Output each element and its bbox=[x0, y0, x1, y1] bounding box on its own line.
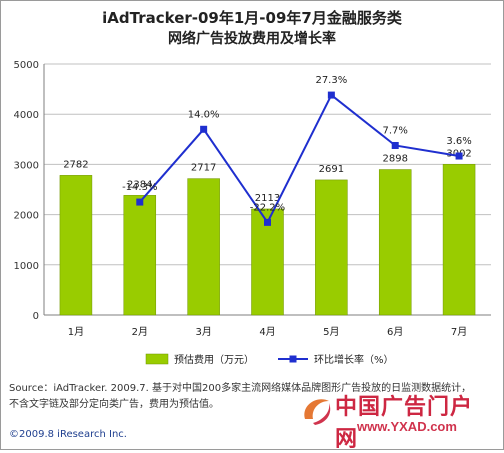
x-tick-label: 2月 bbox=[132, 326, 148, 338]
bar bbox=[315, 179, 348, 316]
legend-marker-line bbox=[289, 355, 297, 363]
bar-value-label: 2898 bbox=[382, 154, 407, 165]
line-value-label: 14.0% bbox=[188, 109, 220, 120]
y-tick-label: 2000 bbox=[14, 211, 39, 222]
bar-value-label: 2691 bbox=[319, 164, 344, 175]
y-tick-label: 0 bbox=[33, 311, 39, 322]
watermark-url: www.YXAD.com bbox=[357, 419, 457, 434]
y-tick-label: 4000 bbox=[14, 110, 39, 121]
line-marker bbox=[455, 152, 463, 160]
bar-value-label: 2384 bbox=[127, 179, 152, 190]
line-marker bbox=[200, 125, 208, 133]
line-marker bbox=[136, 198, 144, 206]
bar bbox=[442, 164, 476, 316]
x-tick-label: 7月 bbox=[451, 326, 467, 338]
y-tick-label: 5000 bbox=[14, 60, 39, 71]
bar-value-label: 2113 bbox=[255, 193, 280, 204]
x-tick-label: 3月 bbox=[195, 326, 211, 338]
x-tick-label: 1月 bbox=[68, 326, 84, 338]
line-value-label: 3.6% bbox=[446, 136, 471, 147]
x-tick-label: 6月 bbox=[387, 326, 403, 338]
chart-title: iAdTracker-09年1月-09年7月金融服务类 bbox=[102, 9, 402, 27]
legend-swatch-bar bbox=[145, 353, 169, 365]
line-value-label: -14.3% bbox=[122, 182, 157, 193]
bar bbox=[378, 169, 412, 316]
x-tick-label: 5月 bbox=[323, 326, 339, 338]
bar bbox=[251, 208, 284, 316]
source-line-2: 不含文字链及部分定向类广告，费用为预估值。 bbox=[9, 399, 219, 410]
legend-label-bar: 预估费用（万元） bbox=[174, 353, 254, 366]
source-note: Source：iAdTracker. 2009.7. 基于对中国200多家主流网… bbox=[9, 381, 497, 413]
watermark-emblem-icon bbox=[304, 399, 331, 425]
bar bbox=[123, 195, 157, 316]
bar-value-label: 2782 bbox=[63, 159, 88, 170]
watermark-name: 中国广告门户网 bbox=[335, 394, 474, 452]
line-marker bbox=[327, 91, 335, 99]
line-value-label: -22.2% bbox=[250, 202, 285, 213]
bar-value-label: 2717 bbox=[191, 163, 216, 174]
line-marker bbox=[391, 141, 399, 149]
source-line-1: Source：iAdTracker. 2009.7. 基于对中国200多家主流网… bbox=[9, 383, 472, 394]
y-tick-label: 1000 bbox=[14, 261, 39, 272]
chart-subtitle: 网络广告投放费用及增长率 bbox=[168, 31, 336, 47]
line-value-label: 27.3% bbox=[315, 75, 347, 86]
bar bbox=[59, 175, 93, 316]
growth-rate-line bbox=[139, 93, 460, 225]
copyright-text: ©2009.8 iResearch Inc. bbox=[9, 429, 127, 440]
watermark-logo: 中国广告门户网 www.YXAD.com bbox=[299, 387, 495, 452]
line-value-label: 7.7% bbox=[383, 125, 408, 136]
legend-label-line: 环比增长率（%） bbox=[314, 353, 394, 366]
bar bbox=[187, 178, 220, 316]
chart-area: 0 1000 2000 3000 4000 5000 2782 1月 2384 2月 2717 3月 2… bbox=[14, 60, 491, 366]
y-tick-label: 3000 bbox=[14, 160, 39, 171]
x-tick-label: 4月 bbox=[259, 326, 275, 338]
line-marker bbox=[264, 218, 271, 226]
